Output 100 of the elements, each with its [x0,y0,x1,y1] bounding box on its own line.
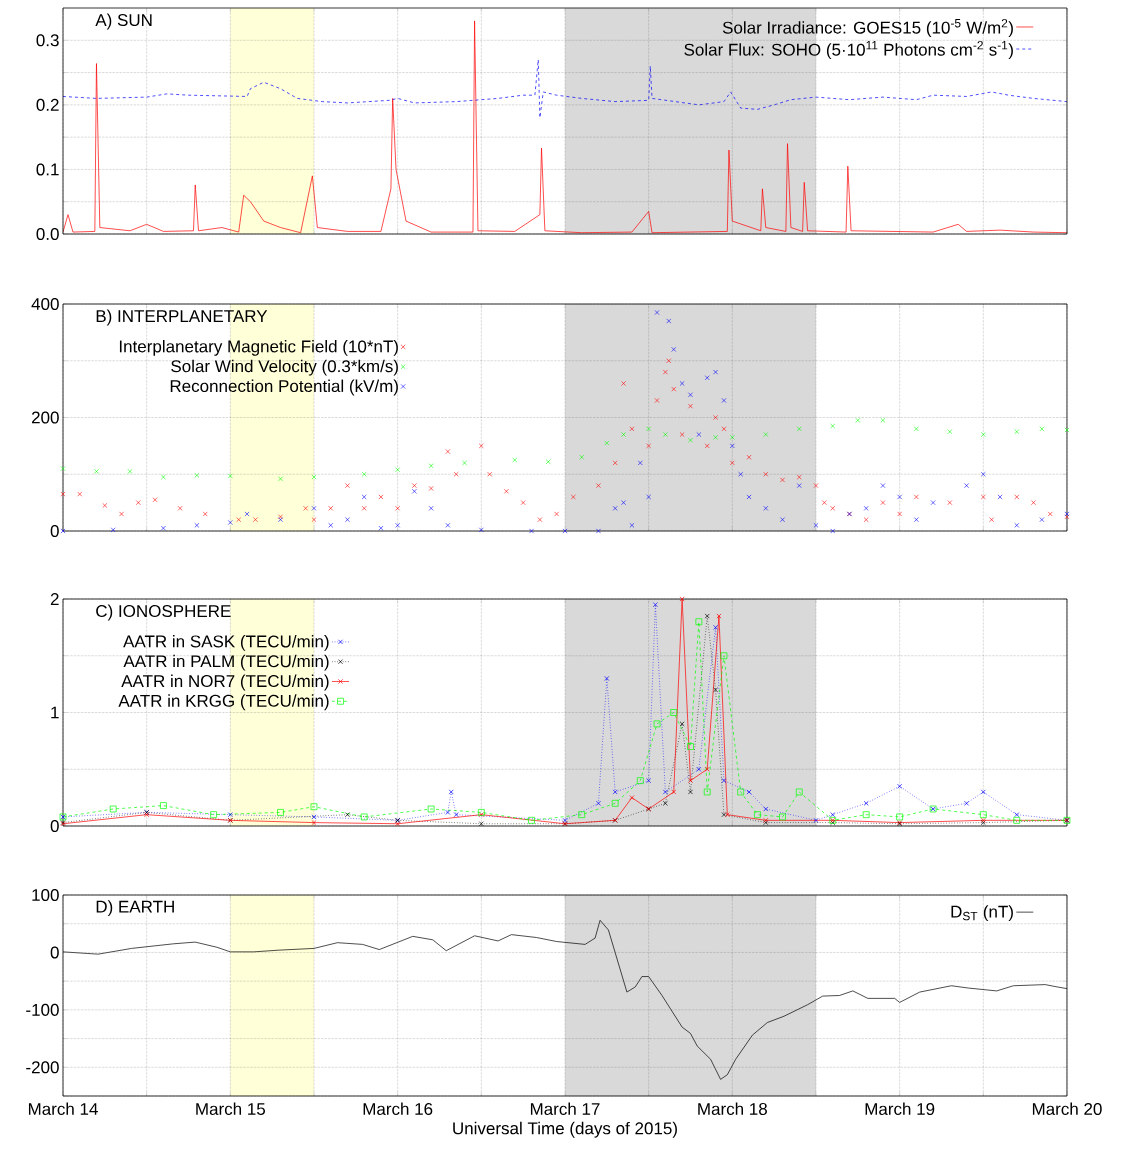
point [830,528,836,534]
point [695,618,703,626]
x-tick-label: March 17 [530,1102,600,1116]
point [578,811,586,819]
point [278,476,283,482]
point [979,811,987,819]
point [670,709,678,716]
point [629,522,635,528]
point [796,483,802,489]
point [703,788,711,796]
point [612,789,618,795]
point [913,517,919,523]
point [361,471,367,477]
point [361,494,367,500]
point [244,511,250,517]
point [310,803,318,811]
point [796,426,802,432]
point [729,434,735,440]
point [528,816,535,824]
point [60,466,66,471]
point [913,426,919,432]
point [813,522,819,528]
point [688,789,693,795]
point [746,494,752,500]
point [596,528,601,534]
chart-title: D) EARTH [96,900,174,917]
point [779,813,786,821]
point [227,473,233,479]
point [662,789,668,795]
point [666,318,672,324]
point [729,443,735,449]
legend-label: Solar Flux: SOHO (5·10$^{11}$ Photons cm$^{-2}$ s$^{-1}$) [684,41,1013,60]
point [395,467,401,473]
x-tick-label: March 19 [865,1102,935,1116]
point [277,809,284,816]
point [716,613,722,619]
y-tick-label: 2 [50,593,59,605]
point [930,500,936,506]
chart-title: C) IONOSPHERE [96,604,231,621]
x-tick-label: March 16 [363,1102,433,1116]
point [395,821,401,827]
point [1014,812,1020,818]
point [696,432,702,437]
y-tick-label: 0 [50,819,59,833]
point [763,806,769,812]
point [621,500,626,506]
y-tick-label: 0.1 [36,163,59,176]
point [562,817,568,823]
point [880,417,886,423]
legend-label: D$_{ST}$ (nT) [951,905,1013,922]
point [478,527,484,533]
point [746,789,752,795]
point [210,811,217,819]
point [687,743,694,750]
point [855,417,861,423]
point [880,483,886,489]
point [194,522,200,528]
x-tick-label: March 18 [698,1102,767,1116]
x-tick-label: March 15 [196,1102,266,1116]
point [763,505,769,511]
point [964,800,970,806]
point [646,426,652,432]
point [1039,426,1045,432]
point [679,381,685,386]
legend-label: AATR in NOR7 (TECU/min) [121,674,329,691]
point [646,494,652,500]
point [428,463,434,469]
point [448,789,454,795]
point [160,802,167,809]
point [160,474,166,480]
legend-label: Interplanetary Magnetic Field (10*nT) [119,339,398,356]
point [897,783,903,789]
point [980,471,986,477]
line-series [63,59,1067,119]
y-tick-label: 400 [31,297,59,311]
point [654,310,660,315]
x-tick-label: March 20 [1032,1102,1102,1116]
point [545,459,551,465]
point [595,800,601,806]
legend-label: Solar Wind Velocity (0.3*km/s) [171,359,398,376]
point [311,820,317,826]
point [227,812,233,818]
point [737,788,745,796]
y-tick-label: 0 [50,524,59,538]
point [964,483,969,489]
point [795,788,803,796]
point [629,795,635,801]
point [194,472,200,478]
point [688,437,693,443]
point [612,505,618,511]
point [671,789,677,795]
point [704,613,710,619]
point [763,432,769,437]
point [713,369,718,375]
point [980,432,986,437]
point [428,505,434,511]
point [227,520,233,525]
y-tick-label: 0 [50,946,59,959]
y-tick-label: 0.2 [36,98,59,111]
point [344,812,350,818]
